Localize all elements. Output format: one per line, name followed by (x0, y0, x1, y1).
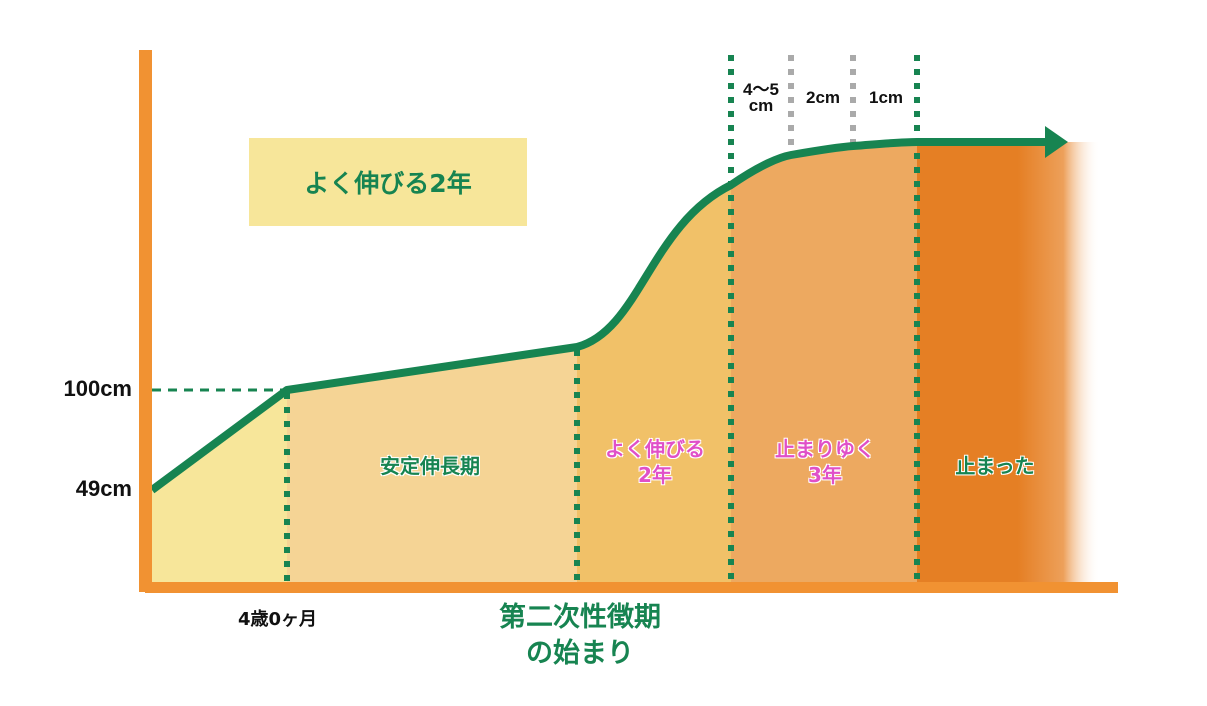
x-label-puberty: 第二次性徴期 の始まり (470, 600, 690, 672)
y-label-49cm: 49cm (75, 476, 132, 501)
y-label-100cm: 100cm (63, 376, 132, 401)
top-label-1cm: 1cm (868, 88, 904, 107)
callout-box: よく伸びる2年 (249, 138, 527, 226)
band-label-spurt-line1: よく伸びる (605, 437, 705, 461)
x-label-puberty-line2: の始まり (526, 638, 634, 669)
top-label-4-5cm: 4〜5 cm (735, 80, 787, 115)
year-dividers (788, 55, 856, 152)
top-label-4-5-line1: 4〜5 (743, 80, 779, 99)
band-label-spurt-line2: 2年 (638, 463, 672, 487)
arrowhead-icon (1045, 126, 1068, 158)
x-label-puberty-line1: 第二次性徴期 (499, 602, 661, 633)
band-label-slowing: 止まりゆく 3年 (740, 436, 910, 488)
top-label-4-5-line2: cm (748, 96, 774, 115)
band-label-spurt: よく伸びる 2年 (580, 436, 730, 488)
band-slowing (731, 142, 917, 582)
y-axis (139, 50, 152, 592)
band-label-slowing-line1: 止まりゆく (775, 437, 875, 461)
x-axis (145, 582, 1118, 593)
band-stopped (917, 142, 1100, 582)
band-label-slowing-line2: 3年 (808, 463, 842, 487)
x-label-age4: 4歳0ヶ月 (238, 609, 318, 630)
growth-curve (149, 138, 1048, 494)
top-label-2cm: 2cm (805, 88, 841, 107)
band-label-stopped: 止まった (955, 454, 1035, 478)
band-label-stable: 安定伸長期 (380, 454, 480, 478)
band-spurt (577, 142, 731, 582)
